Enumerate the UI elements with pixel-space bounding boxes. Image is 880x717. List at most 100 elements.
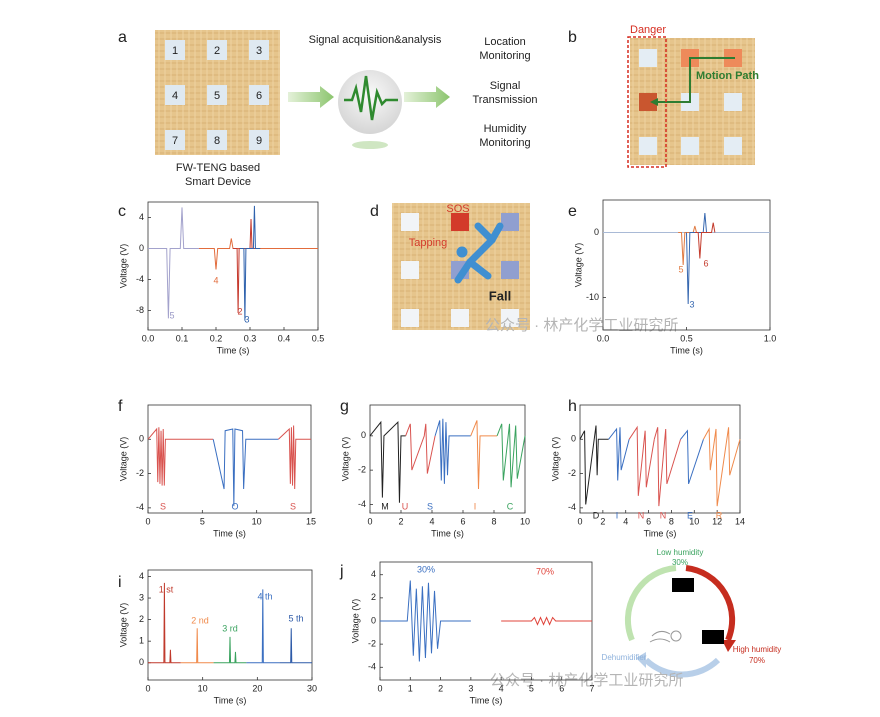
- y-tick-label: -2: [136, 468, 144, 478]
- sensor-tile: [207, 85, 227, 105]
- signal-line: [212, 428, 279, 507]
- sos-label: SOS: [446, 203, 469, 215]
- low-label: Low humidity: [657, 548, 704, 557]
- signal-line: [501, 616, 592, 626]
- x-tick-label: 15: [306, 516, 316, 526]
- x-tick-label: 5: [200, 516, 205, 526]
- x-tick-label: 4: [623, 516, 628, 526]
- humidity-cycle: Low humidity 30% High humidity 70% Dehum…: [602, 548, 781, 678]
- panel-label: e: [568, 203, 577, 220]
- y-tick-label: -4: [136, 502, 144, 512]
- x-tick-label: 1.0: [764, 333, 777, 343]
- y-axis-label: Voltage (V): [573, 243, 583, 288]
- annotation: 3: [689, 299, 694, 309]
- y-tick-label: -2: [358, 465, 366, 475]
- signal-line: [678, 225, 698, 266]
- panel-label: j: [339, 563, 344, 580]
- sos-tile: [451, 213, 469, 231]
- plot-frame: [147, 404, 312, 514]
- sensor-tile: [165, 130, 185, 150]
- y-tick-label: -8: [136, 305, 144, 315]
- x-tick-label: 0: [367, 516, 372, 526]
- y-axis-label: Voltage (V): [118, 437, 128, 482]
- sensor-tile: [165, 85, 185, 105]
- annotation: S: [160, 501, 166, 511]
- panel-label: b: [568, 29, 577, 46]
- floor-tile: [639, 137, 657, 155]
- floor-tile: [724, 93, 742, 111]
- y-tick-label: -4: [136, 274, 144, 284]
- output-label: Signal: [490, 80, 521, 92]
- floor-tile: [724, 137, 742, 155]
- signal-line: [233, 219, 261, 313]
- panel-label: h: [568, 398, 577, 415]
- x-tick-label: 0.5: [680, 333, 693, 343]
- panel-d: SOS Tapping Fall: [392, 203, 530, 330]
- annotation: 2: [237, 306, 242, 316]
- high-value: 70%: [749, 656, 765, 665]
- sensor: [702, 630, 724, 644]
- signal-line: [199, 238, 318, 270]
- x-tick-label: 10: [252, 516, 262, 526]
- tile-number: 3: [256, 45, 262, 57]
- annotation: M: [381, 501, 389, 511]
- tile-number: 7: [172, 135, 178, 147]
- floor-tile: [681, 137, 699, 155]
- x-tick-label: 10: [198, 683, 208, 693]
- tile-number: 2: [214, 45, 220, 57]
- x-tick-label: 6: [559, 683, 564, 693]
- y-axis-label: Voltage (V): [350, 599, 360, 644]
- motion-path: [654, 57, 735, 103]
- fallen-person: [454, 222, 504, 284]
- annotation: E: [687, 510, 693, 520]
- x-axis-label: Time (s): [470, 695, 503, 705]
- cycle-arc: [643, 657, 721, 678]
- y-tick-label: -2: [568, 468, 576, 478]
- y-tick-label: 0: [361, 430, 366, 440]
- contact-tile: [501, 213, 519, 231]
- tile-number: 8: [214, 135, 220, 147]
- signal-line: [434, 418, 471, 484]
- y-tick-label: 4: [139, 571, 144, 581]
- signal-line: [496, 423, 526, 488]
- x-tick-label: 12: [712, 516, 722, 526]
- x-axis-label: Time (s): [431, 528, 464, 538]
- tile-number: 5: [214, 90, 220, 102]
- x-tick-label: 8: [669, 516, 674, 526]
- annotation: D: [593, 510, 600, 520]
- sensor-tile: [207, 130, 227, 150]
- signal-line: [405, 423, 436, 474]
- signal-line: [147, 427, 214, 486]
- plot-frame: [602, 199, 771, 331]
- y-axis-label: Voltage (V): [340, 437, 350, 482]
- y-axis-label: Voltage (V): [118, 603, 128, 648]
- output-label: Monitoring: [479, 50, 530, 62]
- x-tick-label: 2: [600, 516, 605, 526]
- device-label: Smart Device: [185, 176, 251, 188]
- annotation: S: [427, 501, 433, 511]
- cycle-arc: [624, 565, 677, 642]
- waveform: [344, 75, 398, 121]
- x-tick-label: 14: [735, 516, 745, 526]
- signal-line: [369, 420, 406, 503]
- signal-line: [148, 582, 181, 664]
- x-axis-label: Time (s): [214, 695, 247, 705]
- y-tick-label: 2: [371, 592, 376, 602]
- output-label: Monitoring: [479, 137, 530, 149]
- cycle-arc: [685, 565, 736, 642]
- step-tile: [639, 93, 657, 111]
- arrowhead: [722, 640, 736, 652]
- tile-number: 4: [172, 90, 178, 102]
- danger-zone: [627, 36, 667, 168]
- tile-number: 6: [256, 90, 262, 102]
- x-tick-label: 5: [529, 683, 534, 693]
- signal-line: [702, 427, 741, 507]
- watermark: 公众号 · 林产化学工业研究所: [485, 317, 678, 334]
- x-axis-label: Time (s): [213, 528, 246, 538]
- y-tick-label: -4: [358, 499, 366, 509]
- panel-label: f: [118, 398, 123, 415]
- floor-tile: [401, 261, 419, 279]
- annotation: 3 rd: [222, 623, 238, 633]
- plot-frame: [369, 404, 526, 514]
